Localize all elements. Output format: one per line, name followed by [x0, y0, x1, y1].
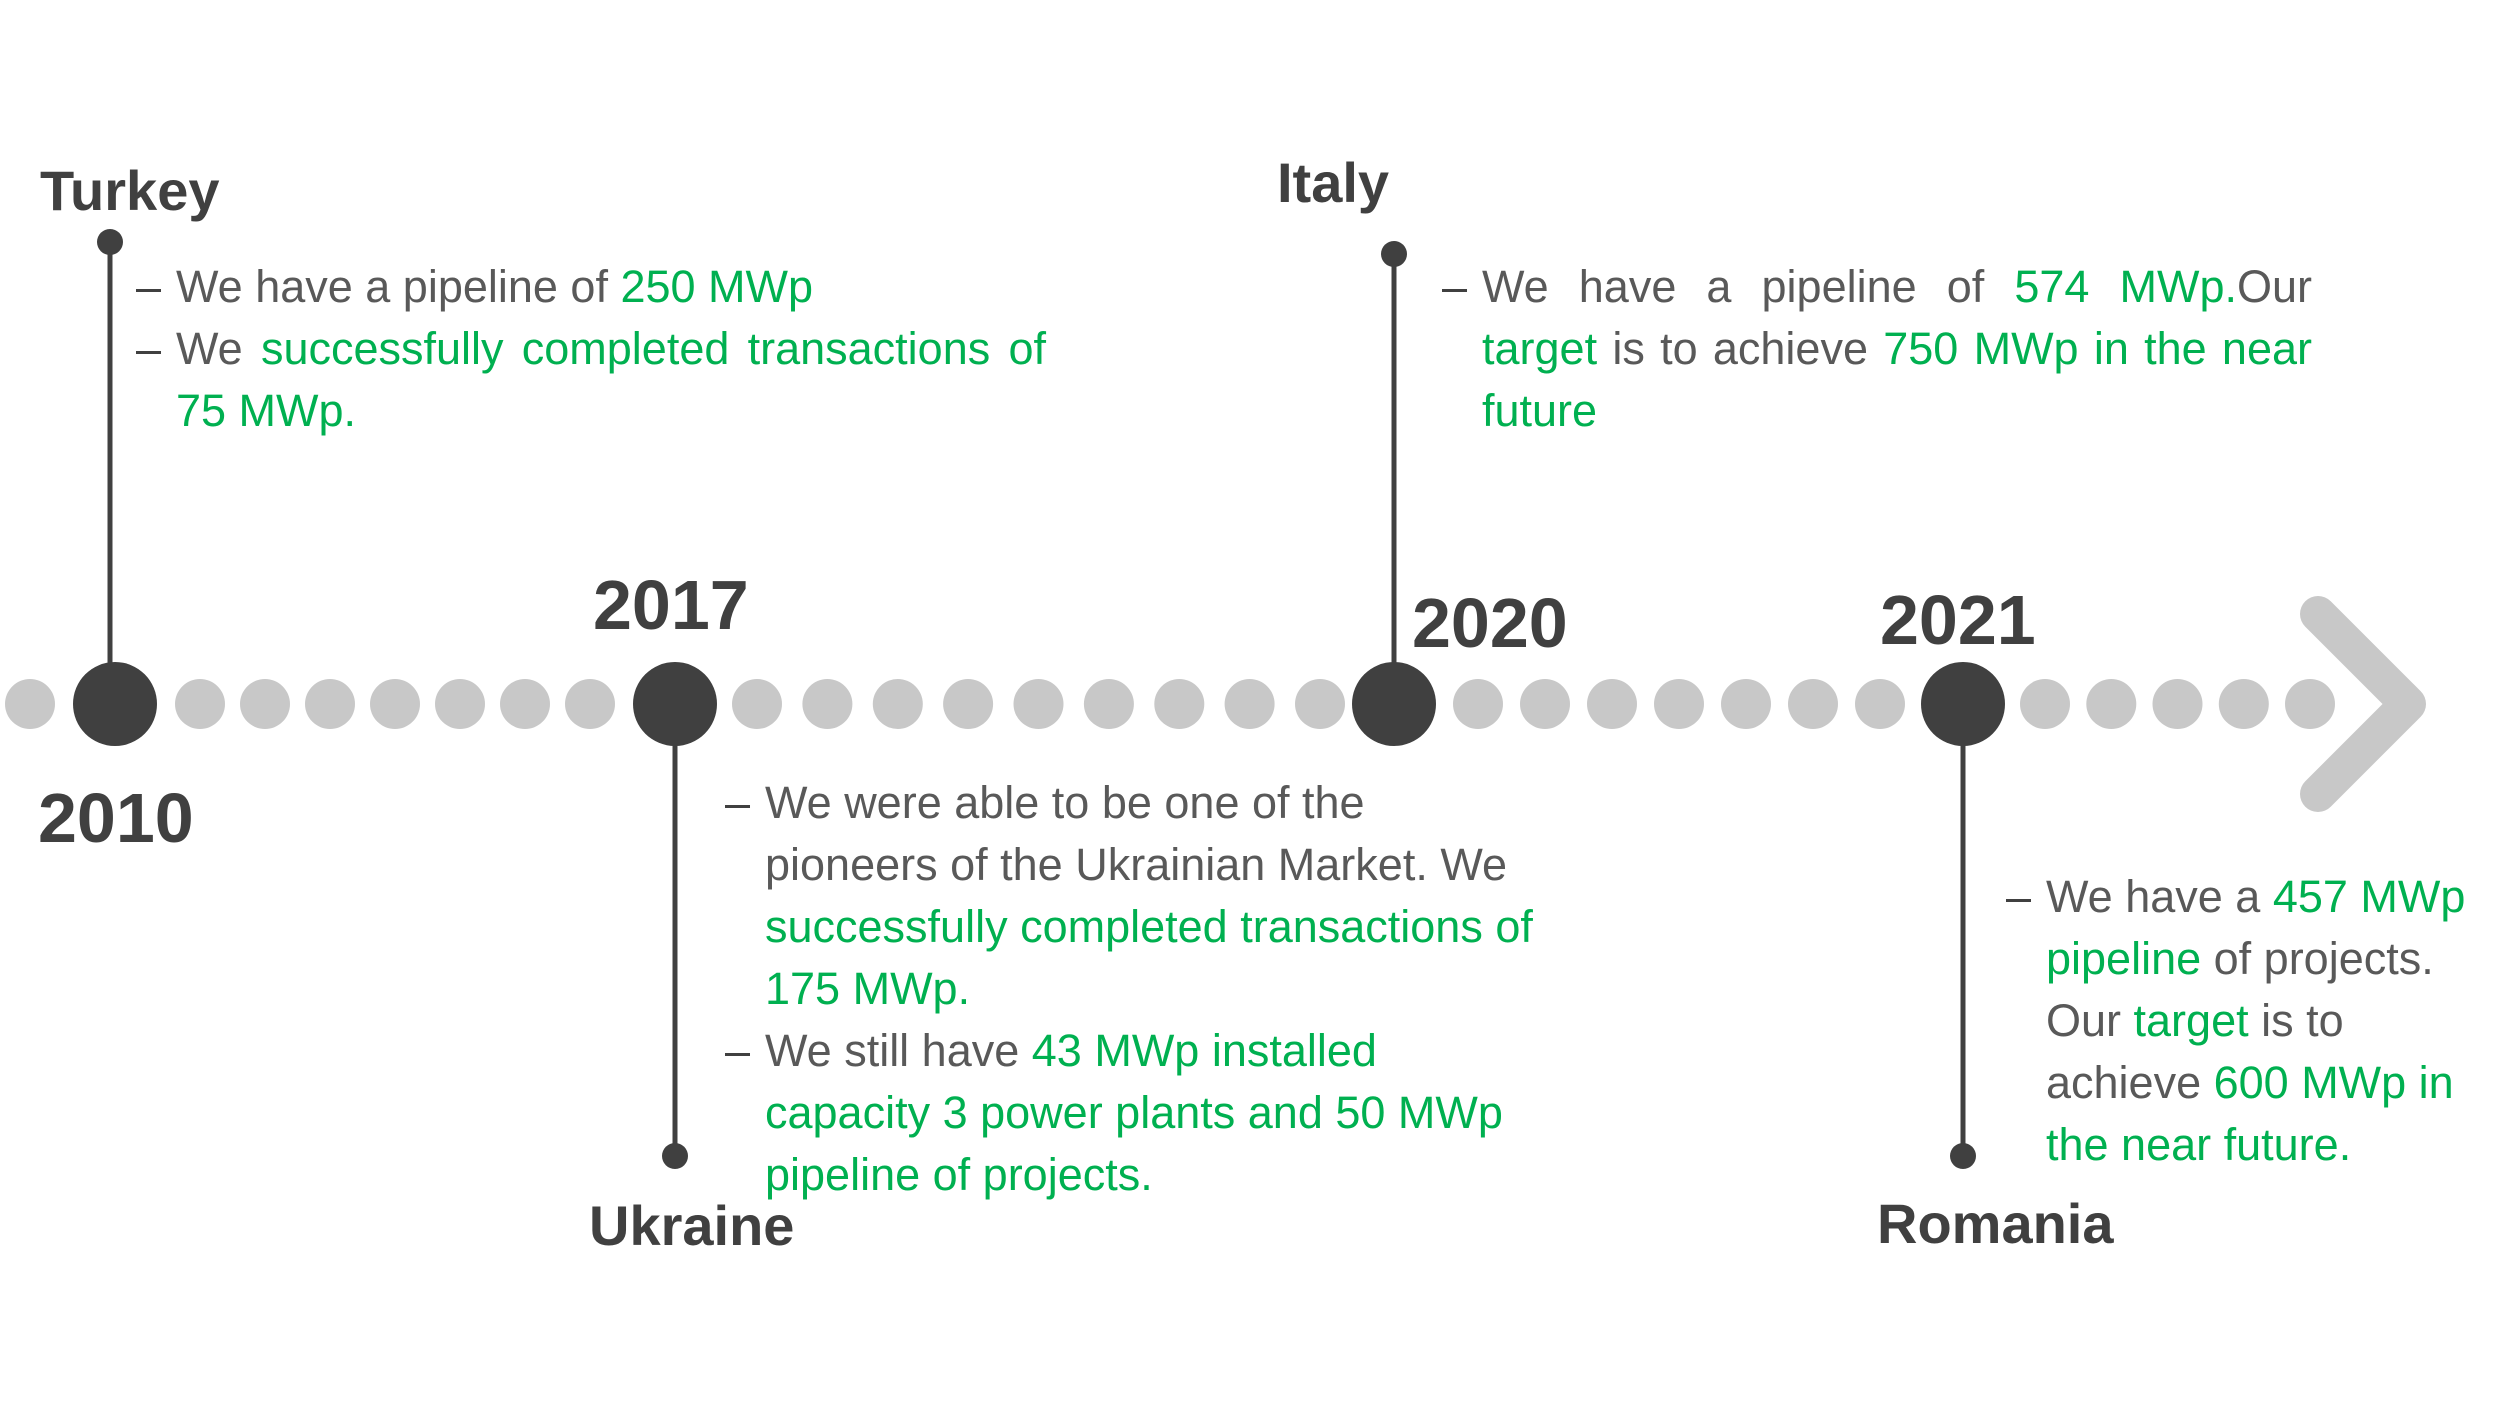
- turkey-bullet-2-text: We: [176, 323, 261, 374]
- milestone-2010-marker: [73, 662, 157, 746]
- year-2020-label: 2020: [1412, 584, 1568, 662]
- timeline-dot-8: [565, 679, 615, 729]
- italy-bullet-1: We have a pipeline of 574 MWp.Our target…: [1442, 256, 2312, 442]
- romania-bullet-1-highlight-1: 457 MWp pipeline: [2046, 871, 2466, 984]
- timeline-arrow-icon: [2300, 596, 2426, 812]
- year-2017-label: 2017: [593, 566, 749, 644]
- ukraine-bullet-2: We still have 43 MWp installed capacity …: [725, 1020, 1545, 1206]
- romania-bullet-1-highlight-2: target: [2133, 995, 2249, 1046]
- timeline-dot-12: [943, 679, 994, 729]
- timeline-dot-26: [2086, 679, 2137, 729]
- year-2010-label: 2010: [38, 779, 194, 857]
- timeline-dot-24: [1855, 679, 1905, 729]
- timeline-dot-14: [1083, 679, 1134, 729]
- ukraine-bullet-1-text: We were able to be one of the pioneers o…: [765, 777, 1508, 890]
- timeline-dot-28: [2218, 679, 2269, 729]
- turkey-bullet-1-highlight: 250 MWp: [620, 261, 814, 312]
- romania-bullet-1-highlight-3: 600 MWp in the near future.: [2046, 1057, 2454, 1170]
- turkey-bullet-2-highlight: successfully completed transactions of 7…: [176, 323, 1046, 436]
- timeline-dot-25: [2020, 679, 2070, 729]
- italy-description: We have a pipeline of 574 MWp.Our target…: [1442, 256, 2312, 442]
- country-ukraine-label: Ukraine: [589, 1194, 795, 1257]
- timeline-dot-15: [1154, 679, 1205, 729]
- romania-bullet-1-text-3: is to achieve: [2046, 995, 2344, 1108]
- country-turkey-label: Turkey: [40, 159, 220, 222]
- timeline-dot-18: [1453, 679, 1503, 729]
- romania-bullet-1: We have a 457 MWp pipeline of projects. …: [2006, 866, 2496, 1176]
- timeline-dot-20: [1587, 679, 1637, 729]
- italy-bullet-1-text-2: Our: [2236, 261, 2312, 312]
- country-romania-label: Romania: [1877, 1192, 2114, 1255]
- turkey-bullet-1: We have a pipeline of 250 MWp: [136, 256, 1046, 318]
- italy-bullet-1-text-3: is to achieve: [1597, 323, 1884, 374]
- timeline-dot-7: [500, 679, 550, 729]
- ukraine-bullet-1-highlight: successfully completed transactions of 1…: [765, 901, 1533, 1014]
- romania-bullet-1-text-2: of projects. Our: [2046, 933, 2434, 1046]
- timeline-dot-17: [1295, 679, 1345, 729]
- timeline-dot-3: [240, 679, 290, 729]
- country-italy-label: Italy: [1277, 151, 1390, 214]
- turkey-description: We have a pipeline of 250 MWp We success…: [136, 256, 1046, 442]
- timeline-dot-22: [1721, 679, 1771, 729]
- timeline-dot-16: [1224, 679, 1275, 729]
- timeline-dot-9: [732, 679, 782, 729]
- timeline-dot-21: [1654, 679, 1704, 729]
- ukraine-bullet-1: We were able to be one of the pioneers o…: [725, 772, 1545, 1020]
- timeline-dot-2: [175, 679, 225, 729]
- milestone-2017-marker: [633, 662, 717, 746]
- timeline-dots: [5, 679, 2335, 729]
- romania-description: We have a 457 MWp pipeline of projects. …: [2006, 866, 2496, 1176]
- timeline-dot-29: [2285, 679, 2335, 729]
- milestone-2021-marker: [1921, 662, 2005, 746]
- romania-connector-end: [1950, 1143, 1976, 1169]
- italy-bullet-1-text: We have a pipeline of: [1482, 261, 2015, 312]
- milestone-2020-marker: [1352, 662, 1436, 746]
- timeline-dot-27: [2152, 679, 2203, 729]
- romania-bullet-1-text: We have a: [2046, 871, 2273, 922]
- ukraine-bullet-2-highlight: 43 MWp installed capacity 3 power plants…: [765, 1025, 1503, 1200]
- timeline-dot-23: [1788, 679, 1838, 729]
- timeline-dot-19: [1520, 679, 1570, 729]
- turkey-connector-end: [97, 229, 123, 255]
- timeline-dot-1: [5, 679, 55, 729]
- timeline-dot-10: [802, 679, 853, 729]
- timeline-dot-4: [305, 679, 355, 729]
- timeline-dot-11: [872, 679, 923, 729]
- ukraine-bullet-2-text: We still have: [765, 1025, 1032, 1076]
- italy-bullet-1-highlight-2: target: [1482, 323, 1598, 374]
- italy-bullet-1-highlight-3: 750 MWp in the near future: [1482, 323, 2312, 436]
- timeline-dot-5: [370, 679, 420, 729]
- ukraine-connector-end: [662, 1143, 688, 1169]
- italy-bullet-1-highlight-1: 574 MWp.: [2014, 261, 2237, 312]
- turkey-bullet-1-text: We have a pipeline of: [176, 261, 621, 312]
- italy-connector-end: [1381, 241, 1407, 267]
- year-2021-label: 2021: [1880, 581, 2036, 659]
- timeline-dot-13: [1013, 679, 1064, 729]
- timeline-dot-6: [435, 679, 485, 729]
- ukraine-description: We were able to be one of the pioneers o…: [725, 772, 1545, 1206]
- turkey-bullet-2: We successfully completed transactions o…: [136, 318, 1046, 442]
